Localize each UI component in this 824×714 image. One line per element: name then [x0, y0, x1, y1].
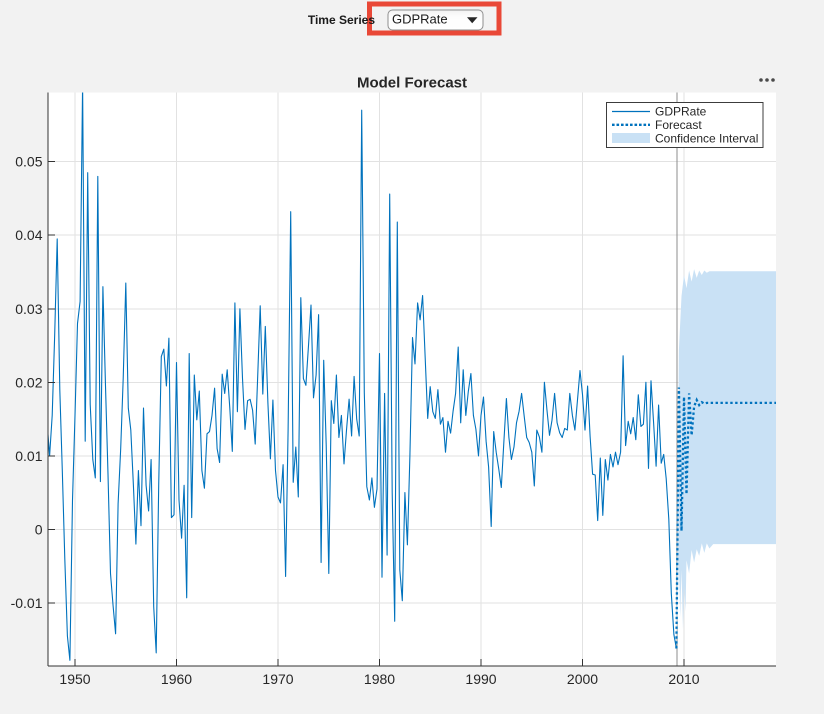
svg-text:2010: 2010: [668, 671, 699, 687]
svg-text:GDPRate: GDPRate: [655, 105, 707, 119]
svg-text:1980: 1980: [364, 671, 395, 687]
svg-text:0.03: 0.03: [15, 301, 42, 317]
svg-text:-0.01: -0.01: [11, 595, 43, 611]
svg-text:1970: 1970: [262, 671, 293, 687]
svg-text:Forecast: Forecast: [655, 118, 702, 132]
svg-text:GDPRate: GDPRate: [392, 12, 448, 27]
svg-text:0.05: 0.05: [15, 154, 42, 170]
svg-text:1960: 1960: [161, 671, 192, 687]
svg-text:Model Forecast: Model Forecast: [357, 75, 467, 92]
svg-text:2000: 2000: [567, 671, 598, 687]
svg-text:Confidence Interval: Confidence Interval: [655, 131, 758, 145]
svg-text:0.04: 0.04: [15, 227, 42, 243]
svg-text:0.02: 0.02: [15, 374, 42, 390]
svg-text:0: 0: [35, 521, 43, 537]
svg-text:1990: 1990: [465, 671, 496, 687]
svg-text:0.01: 0.01: [15, 448, 42, 464]
svg-text:1950: 1950: [59, 671, 90, 687]
svg-text:Time Series: Time Series: [308, 13, 375, 27]
